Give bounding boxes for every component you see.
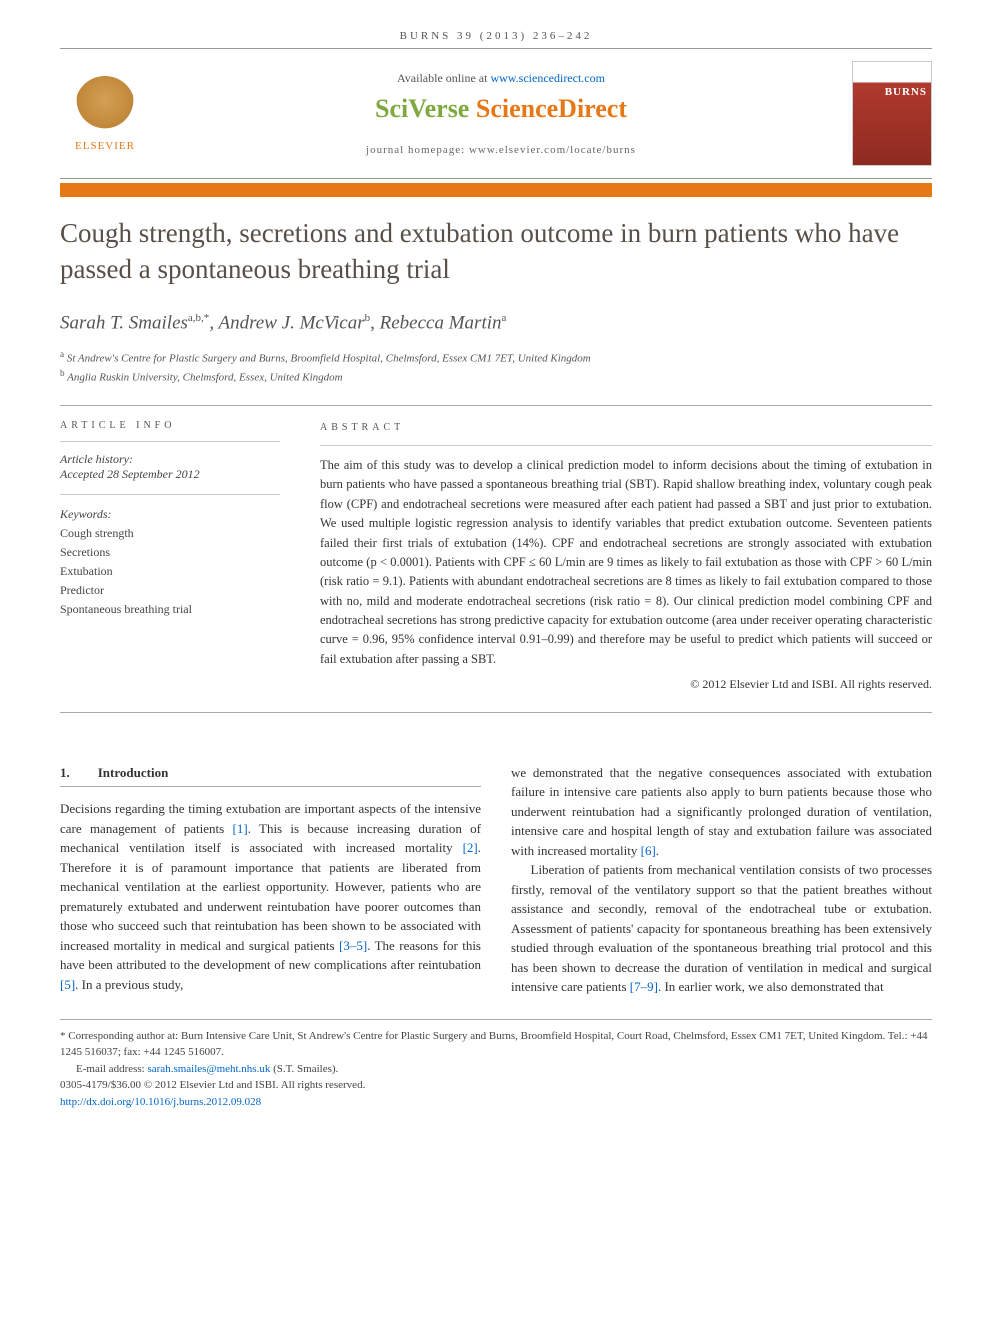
- body-text: we demonstrated that the negative conseq…: [511, 765, 932, 858]
- header-center: Available online at www.sciencedirect.co…: [170, 71, 832, 156]
- sciverse-part1: SciVerse: [375, 94, 476, 123]
- author-sup: a: [502, 312, 507, 324]
- copyright-text: © 2012 Elsevier Ltd and ISBI. All rights…: [320, 675, 932, 694]
- affil-text: St Andrew's Centre for Plastic Surgery a…: [67, 353, 591, 365]
- article-info-label: ARTICLE INFO: [60, 406, 280, 442]
- corr-label: * Corresponding author at:: [60, 1030, 181, 1042]
- affil-text: Anglia Ruskin University, Chelmsford, Es…: [67, 372, 342, 384]
- body-paragraph: we demonstrated that the negative conseq…: [511, 763, 932, 861]
- homepage-prefix: journal homepage:: [366, 144, 469, 156]
- affiliations: a St Andrew's Centre for Plastic Surgery…: [60, 348, 932, 386]
- corr-text: Burn Intensive Care Unit, St Andrew's Ce…: [60, 1030, 927, 1059]
- available-online-text: Available online at www.sciencedirect.co…: [170, 71, 832, 86]
- available-prefix: Available online at: [397, 71, 490, 85]
- doi-link[interactable]: http://dx.doi.org/10.1016/j.burns.2012.0…: [60, 1096, 261, 1108]
- section-heading: 1. Introduction: [60, 763, 481, 788]
- sciverse-logo: SciVerse ScienceDirect: [170, 94, 832, 124]
- author-name: Rebecca Martin: [380, 312, 502, 333]
- author-name: Sarah T. Smailes: [60, 312, 188, 333]
- affiliation-row: b Anglia Ruskin University, Chelmsford, …: [60, 367, 932, 386]
- keyword: Secretions: [60, 543, 280, 562]
- elsevier-label: ELSEVIER: [75, 140, 135, 152]
- issn-line: 0305-4179/$36.00 © 2012 Elsevier Ltd and…: [60, 1077, 932, 1094]
- journal-reference: BURNS 39 (2013) 236–242: [60, 30, 932, 42]
- homepage-link[interactable]: www.elsevier.com/locate/burns: [469, 144, 636, 156]
- citation-link[interactable]: [7–9]: [630, 979, 658, 994]
- affil-sup: b: [60, 368, 65, 378]
- keyword: Spontaneous breathing trial: [60, 600, 280, 619]
- citation-link[interactable]: [6]: [641, 843, 656, 858]
- homepage-text: journal homepage: www.elsevier.com/locat…: [170, 144, 832, 156]
- keyword: Predictor: [60, 581, 280, 600]
- citation-link[interactable]: [1]: [233, 821, 248, 836]
- affil-sup: a: [60, 349, 64, 359]
- email-suffix: (S.T. Smailes).: [270, 1063, 338, 1075]
- column-right: we demonstrated that the negative conseq…: [511, 763, 932, 997]
- elsevier-logo: ELSEVIER: [60, 76, 150, 152]
- orange-divider-bar: [60, 183, 932, 197]
- keyword: Extubation: [60, 562, 280, 581]
- cover-title: BURNS: [885, 86, 927, 98]
- abstract-label: ABSTRACT: [320, 406, 932, 447]
- author-sup: b: [365, 312, 371, 324]
- citation-link[interactable]: [3–5]: [339, 938, 367, 953]
- affiliation-row: a St Andrew's Centre for Plastic Surgery…: [60, 348, 932, 367]
- keywords-label: Keywords:: [60, 507, 280, 522]
- body-text: .: [656, 843, 659, 858]
- section-number: 1.: [60, 765, 70, 780]
- header-banner: ELSEVIER Available online at www.science…: [60, 48, 932, 179]
- footer: * Corresponding author at: Burn Intensiv…: [60, 1019, 932, 1111]
- citation-link[interactable]: [2]: [463, 840, 478, 855]
- abstract: ABSTRACT The aim of this study was to de…: [320, 406, 932, 694]
- body-text: Liberation of patients from mechanical v…: [511, 862, 932, 994]
- body-paragraph: Decisions regarding the timing extubatio…: [60, 799, 481, 994]
- abstract-text: The aim of this study was to develop a c…: [320, 456, 932, 669]
- email-label: E-mail address:: [76, 1063, 147, 1075]
- section-title: Introduction: [98, 765, 169, 780]
- article-title: Cough strength, secretions and extubatio…: [60, 215, 932, 288]
- history-text: Accepted 28 September 2012: [60, 467, 280, 482]
- doi-line: http://dx.doi.org/10.1016/j.burns.2012.0…: [60, 1094, 932, 1111]
- authors-list: Sarah T. Smailesa,b,*, Andrew J. McVicar…: [60, 312, 932, 334]
- citation-link[interactable]: [5]: [60, 977, 75, 992]
- meta-section: ARTICLE INFO Article history: Accepted 2…: [60, 405, 932, 713]
- body-columns: 1. Introduction Decisions regarding the t…: [60, 763, 932, 997]
- article-history: Article history: Accepted 28 September 2…: [60, 452, 280, 495]
- journal-cover-thumbnail: BURNS: [852, 61, 932, 166]
- email-link[interactable]: sarah.smailes@meht.nhs.uk: [147, 1063, 270, 1075]
- history-label: Article history:: [60, 452, 280, 467]
- sciencedirect-link[interactable]: www.sciencedirect.com: [490, 71, 605, 85]
- sciverse-part2: ScienceDirect: [476, 94, 627, 123]
- keyword: Cough strength: [60, 524, 280, 543]
- column-left: 1. Introduction Decisions regarding the t…: [60, 763, 481, 997]
- body-text: . Therefore it is of paramount importanc…: [60, 840, 481, 953]
- elsevier-tree-icon: [75, 76, 135, 136]
- article-info-sidebar: ARTICLE INFO Article history: Accepted 2…: [60, 406, 280, 694]
- keywords-block: Keywords: Cough strength Secretions Extu…: [60, 507, 280, 620]
- corresponding-author: * Corresponding author at: Burn Intensiv…: [60, 1028, 932, 1061]
- email-line: E-mail address: sarah.smailes@meht.nhs.u…: [76, 1061, 932, 1078]
- author-sup: a,b,*: [188, 312, 209, 324]
- body-text: . In a previous study,: [75, 977, 183, 992]
- author-name: Andrew J. McVicar: [218, 312, 364, 333]
- body-text: . In earlier work, we also demonstrated …: [658, 979, 884, 994]
- body-paragraph: Liberation of patients from mechanical v…: [511, 860, 932, 997]
